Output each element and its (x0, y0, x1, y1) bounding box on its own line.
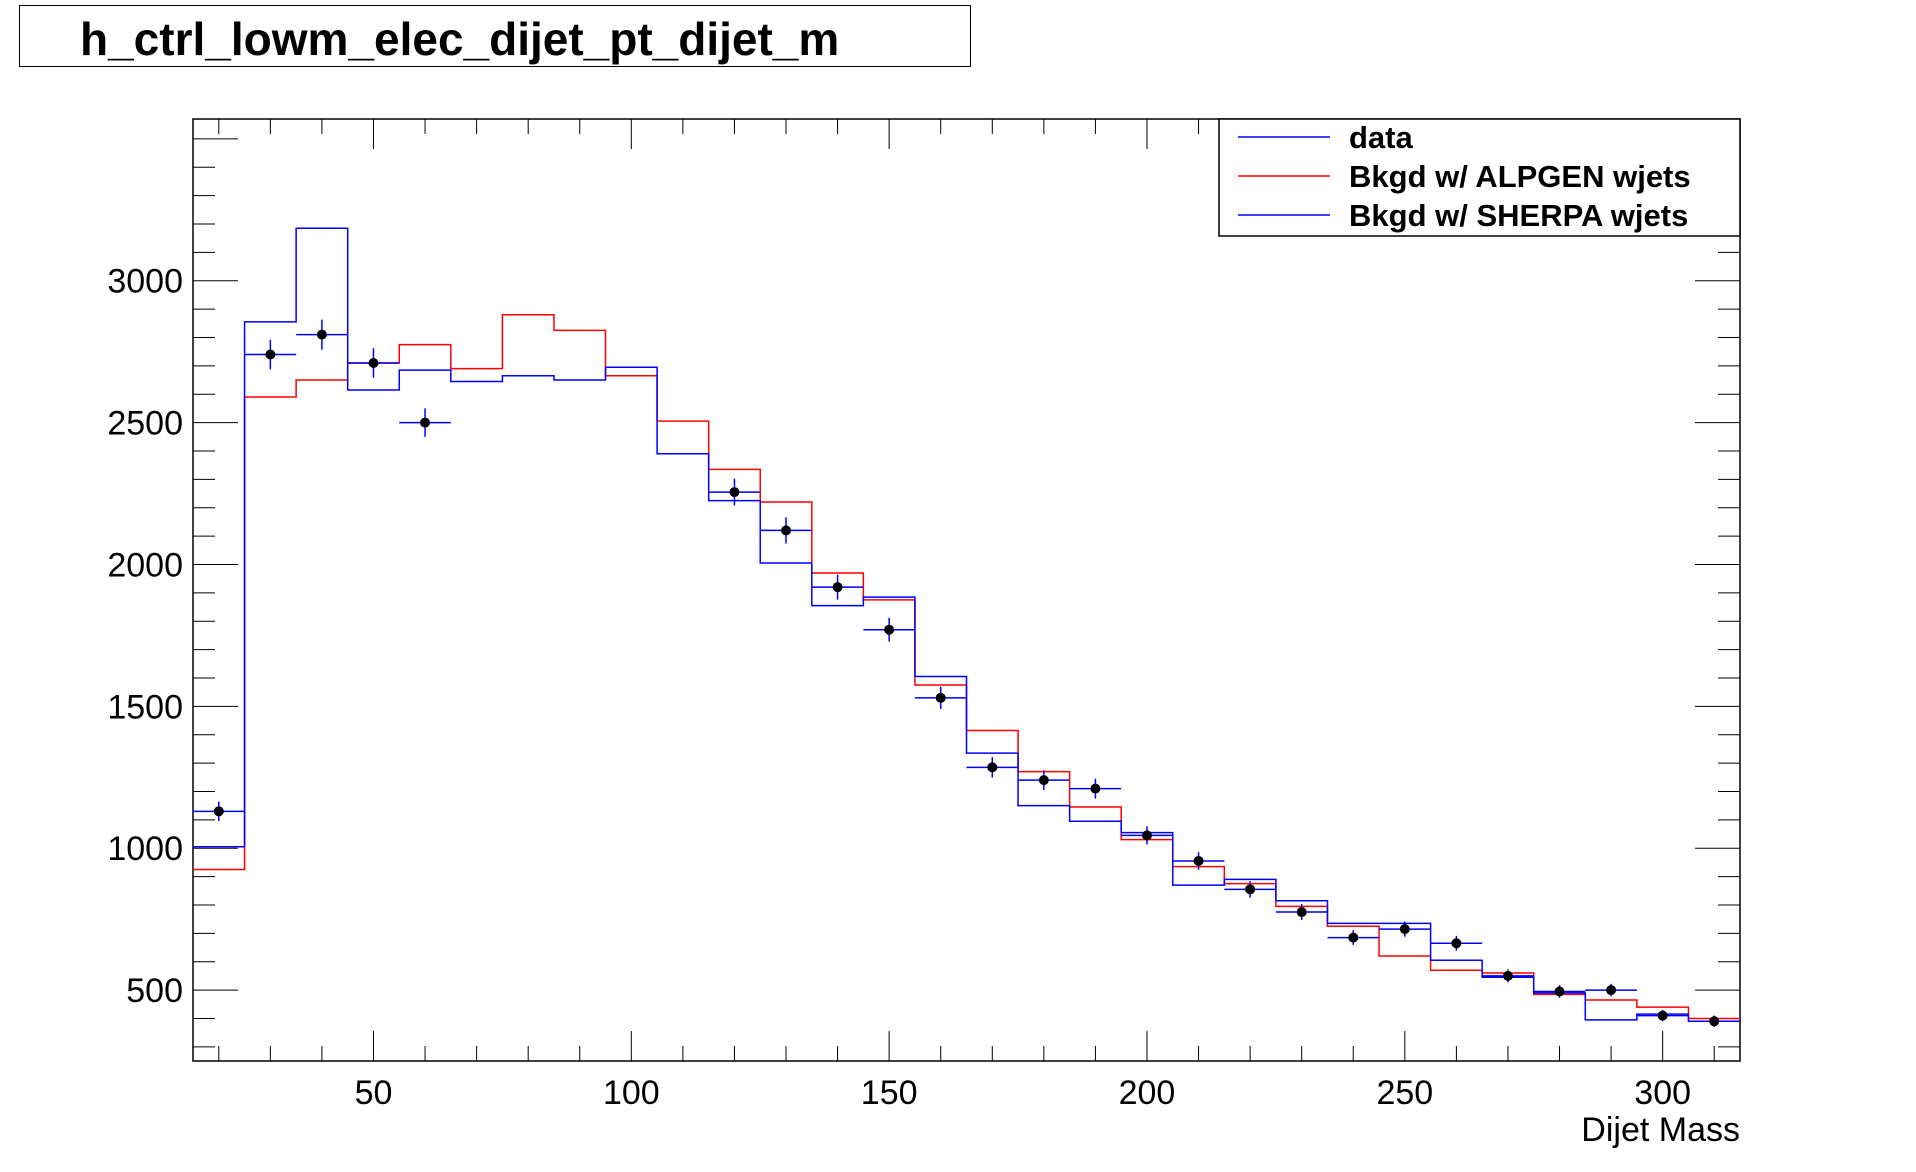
data-point-marker (1193, 855, 1204, 866)
data-point-marker (1038, 775, 1049, 786)
x-axis-title: Dijet Mass (1581, 1111, 1740, 1149)
data-point (966, 757, 1019, 778)
data-point-marker (729, 487, 740, 498)
data-point (1533, 985, 1586, 998)
series-sherpa (193, 227, 1740, 1023)
data-point-marker (213, 806, 224, 817)
data-point-marker (1709, 1016, 1720, 1027)
chart-title: h_ctrl_lowm_elec_dijet_pt_dijet_m (80, 13, 840, 65)
data-point (1688, 1015, 1740, 1027)
data-point (1275, 904, 1328, 920)
x-tick-label: 200 (1119, 1074, 1176, 1112)
data-point (1224, 881, 1276, 898)
legend-label-alpgen: Bkgd w/ ALPGEN wjets (1349, 159, 1691, 194)
data-point-marker (1090, 783, 1101, 794)
legend-label-data: data (1349, 120, 1414, 155)
data-point (1585, 983, 1637, 997)
data-point (399, 408, 451, 437)
data-point-marker (832, 582, 843, 593)
data-point (244, 339, 297, 370)
data-point (760, 517, 812, 544)
y-tick-label: 500 (126, 972, 183, 1010)
data-point (1172, 852, 1225, 870)
data-point-marker (987, 762, 998, 773)
data-point-marker (1296, 907, 1307, 918)
x-tick-labels: 50 100 150 200 250 300 (355, 1074, 1691, 1112)
data-point-marker (1502, 970, 1513, 981)
y-tick-labels: 500 1000 1500 2000 2500 3000 (107, 263, 183, 1010)
x-tick-label: 100 (603, 1074, 660, 1112)
data-point-marker (935, 692, 946, 703)
x-tick-label: 250 (1376, 1074, 1433, 1112)
y-tick-label: 1500 (107, 688, 183, 726)
data-point (1121, 826, 1173, 845)
data-point (1482, 969, 1534, 983)
data-point-marker (781, 525, 792, 536)
data-point (708, 478, 761, 506)
x-tick-label: 150 (861, 1074, 918, 1112)
data-point (811, 574, 864, 600)
legend-label-sherpa: Bkgd w/ SHERPA wjets (1349, 198, 1688, 233)
y-tick-label: 3000 (107, 263, 183, 301)
data-point (347, 348, 400, 378)
data-point-marker (1399, 924, 1410, 935)
y-tick-label: 1000 (107, 830, 183, 868)
plot-frame (192, 118, 1741, 1062)
data-point (193, 801, 245, 821)
data-point-marker (1554, 986, 1565, 997)
legend: data Bkgd w/ ALPGEN wjets Bkgd w/ SHERPA… (1218, 118, 1741, 237)
y-tick-label: 2000 (107, 546, 183, 584)
data-point (1379, 921, 1431, 937)
data-point-marker (368, 358, 379, 369)
legend-box (1218, 118, 1741, 237)
data-point (1018, 770, 1070, 791)
series-lines (193, 227, 1740, 1023)
data-point-marker (1141, 830, 1152, 841)
data-points (193, 319, 1740, 1027)
data-point-marker (884, 624, 895, 635)
x-tick-label: 300 (1634, 1074, 1691, 1112)
data-point (1327, 930, 1380, 945)
data-point-marker (1451, 938, 1462, 949)
data-point-marker (1657, 1010, 1668, 1021)
data-point (1069, 778, 1122, 799)
data-point-marker (1348, 932, 1359, 943)
data-point (1636, 1009, 1689, 1022)
data-point-marker (1245, 884, 1256, 895)
title-box: h_ctrl_lowm_elec_dijet_pt_dijet_m (19, 5, 971, 67)
data-point-marker (1606, 985, 1617, 996)
y-tick-label: 2500 (107, 405, 183, 443)
data-point (863, 617, 915, 642)
data-point-marker (420, 417, 431, 428)
data-point-marker (316, 329, 327, 340)
data-point (296, 319, 348, 350)
x-tick-label: 50 (355, 1074, 393, 1112)
data-point-marker (265, 349, 276, 360)
data-point (1430, 935, 1483, 951)
data-point (914, 686, 967, 709)
